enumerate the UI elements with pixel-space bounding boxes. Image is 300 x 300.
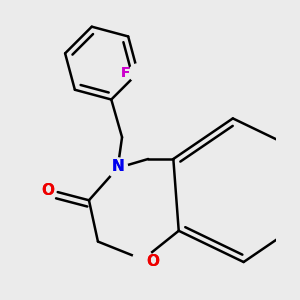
Text: O: O: [146, 254, 159, 269]
Circle shape: [108, 158, 128, 178]
Text: O: O: [41, 183, 54, 198]
Circle shape: [133, 250, 153, 270]
Text: O: O: [146, 254, 159, 269]
Text: N: N: [111, 159, 124, 174]
Circle shape: [129, 64, 147, 82]
Text: F: F: [121, 66, 130, 80]
Text: F: F: [121, 66, 130, 80]
Text: O: O: [41, 183, 54, 198]
Text: N: N: [111, 159, 124, 174]
